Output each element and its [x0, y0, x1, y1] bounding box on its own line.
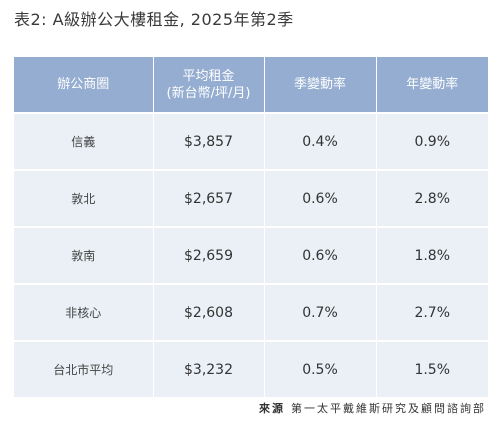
source-label: 來源: [259, 402, 285, 415]
source-note: 來源 第一太平戴維斯研究及顧問諮詢部: [259, 400, 486, 416]
cell-district: 非核心: [14, 283, 153, 341]
table-row: 非核心 $2,608 0.7% 2.7%: [14, 283, 488, 341]
header-district: 辦公商圈: [14, 57, 153, 113]
cell-rent: $3,232: [152, 340, 264, 397]
cell-qoq: 0.6%: [263, 169, 376, 227]
cell-qoq: 0.6%: [263, 226, 376, 284]
header-qoq: 季變動率: [263, 57, 376, 113]
source-text: 第一太平戴維斯研究及顧問諮詢部: [291, 402, 486, 415]
cell-yoy: 1.5%: [375, 340, 488, 397]
cell-rent: $2,657: [152, 169, 264, 227]
cell-rent: $3,857: [152, 112, 264, 170]
cell-yoy: 2.8%: [375, 169, 488, 227]
rent-table: 辦公商圈 平均租金 (新台幣/坪/月) 季變動率 年變動率 信義 $3,857 …: [14, 57, 488, 397]
cell-rent: $2,608: [152, 283, 264, 341]
cell-district: 敦北: [14, 169, 153, 227]
cell-qoq: 0.4%: [263, 112, 376, 170]
cell-yoy: 2.7%: [375, 283, 488, 341]
table-title: 表2: A級辦公大樓租金, 2025年第2季: [14, 10, 294, 29]
table-row: 敦北 $2,657 0.6% 2.8%: [14, 169, 488, 227]
header-average-rent: 平均租金 (新台幣/坪/月): [152, 57, 264, 113]
table-row: 敦南 $2,659 0.6% 1.8%: [14, 226, 488, 284]
header-rent-line1: 平均租金: [182, 68, 235, 84]
cell-qoq: 0.5%: [263, 340, 376, 397]
cell-qoq: 0.7%: [263, 283, 376, 341]
cell-district: 敦南: [14, 226, 153, 284]
table-row: 信義 $3,857 0.4% 0.9%: [14, 112, 488, 170]
header-yoy: 年變動率: [375, 57, 488, 113]
header-rent-line2: (新台幣/坪/月): [166, 85, 251, 101]
cell-rent: $2,659: [152, 226, 264, 284]
table-header-row: 辦公商圈 平均租金 (新台幣/坪/月) 季變動率 年變動率: [14, 57, 488, 113]
table-row: 台北市平均 $3,232 0.5% 1.5%: [14, 340, 488, 397]
cell-district: 信義: [14, 112, 153, 170]
cell-yoy: 0.9%: [375, 112, 488, 170]
cell-district: 台北市平均: [14, 340, 153, 397]
cell-yoy: 1.8%: [375, 226, 488, 284]
